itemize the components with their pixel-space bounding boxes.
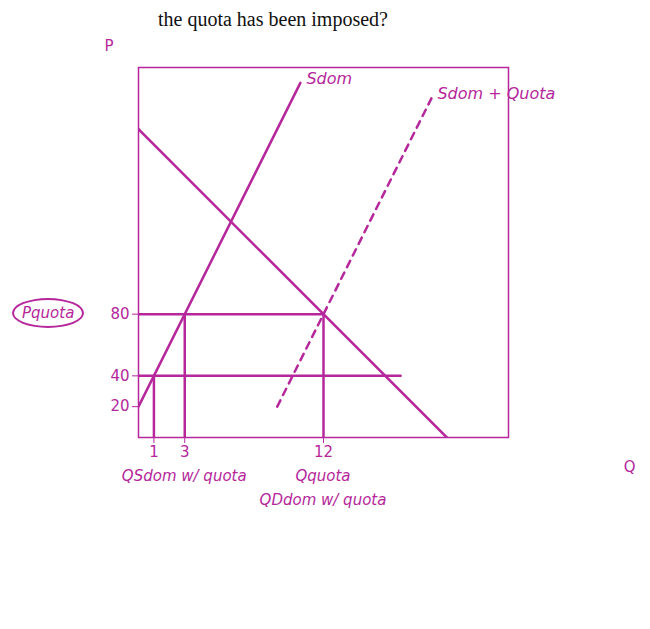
- svg-text:20: 20: [110, 397, 129, 415]
- svg-text:80: 80: [110, 305, 129, 323]
- html-text:QSdom w/ quota: QSdom w/ quota: [121, 467, 247, 485]
- svg-text:40: 40: [110, 367, 129, 385]
- svg-text:Q: Q: [624, 458, 636, 476]
- html-text:Pquota: Pquota: [22, 303, 75, 322]
- svg-text:Sdom + Quota: Sdom + Quota: [437, 84, 555, 103]
- svg-text:12: 12: [314, 443, 333, 461]
- svg-text:1: 1: [149, 443, 159, 461]
- svg-text:Sdom: Sdom: [306, 69, 352, 88]
- svg-text:3: 3: [180, 443, 190, 461]
- html-text:the quota has been imposed?: the quota has been imposed?: [158, 8, 388, 30]
- html-text:Qquota: Qquota: [295, 467, 351, 485]
- svg-text:P: P: [105, 37, 114, 55]
- html-text:QDdom w/ quota: QDdom w/ quota: [259, 491, 387, 509]
